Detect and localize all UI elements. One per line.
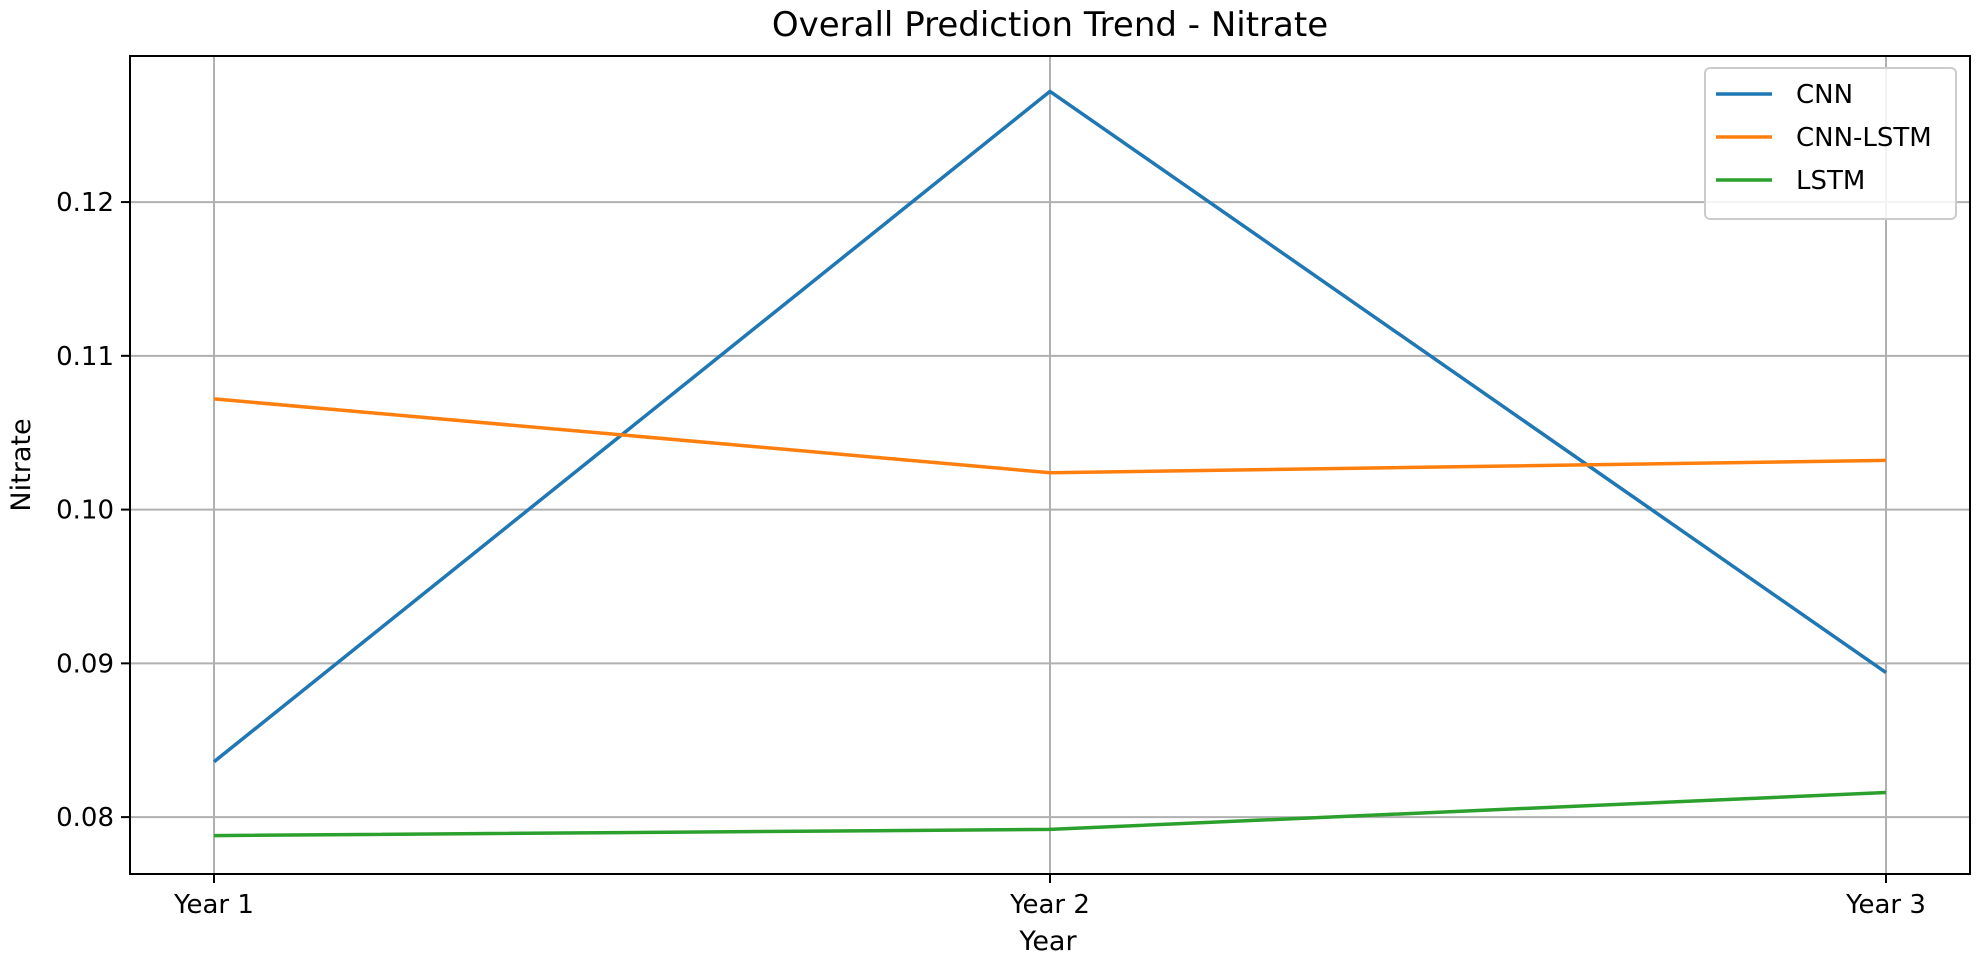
axis-ticks: Year 1 Year 2 Year 3 0.08 0.09 0.10 0.11 0.12 [56,188,1926,920]
legend-label: LSTM [1796,166,1865,196]
series-lines [212,89,1887,838]
y-tick-label: 0.11 [56,342,114,372]
legend-label: CNN [1796,80,1853,110]
y-axis-label: Nitrate [6,418,37,511]
x-tick-label: Year 3 [1845,890,1926,920]
y-tick-label: 0.08 [56,803,114,833]
legend-label: CNN-LSTM [1796,123,1932,153]
y-tick-label: 0.12 [56,188,114,218]
x-tick-label: Year 2 [1009,890,1090,920]
y-tick-label: 0.10 [56,496,114,526]
chart-title: Overall Prediction Trend - Nitrate [772,5,1328,45]
series-line-cnn-lstm [213,397,1887,475]
x-axis-label: Year [1018,926,1077,957]
x-tick-label: Year 1 [173,890,254,920]
grid-lines [130,56,1970,874]
y-tick-label: 0.09 [56,649,114,679]
series-line-lstm [213,790,1887,838]
series-line-cnn [212,89,1887,764]
legend: CNN CNN-LSTM LSTM [1704,67,1957,220]
